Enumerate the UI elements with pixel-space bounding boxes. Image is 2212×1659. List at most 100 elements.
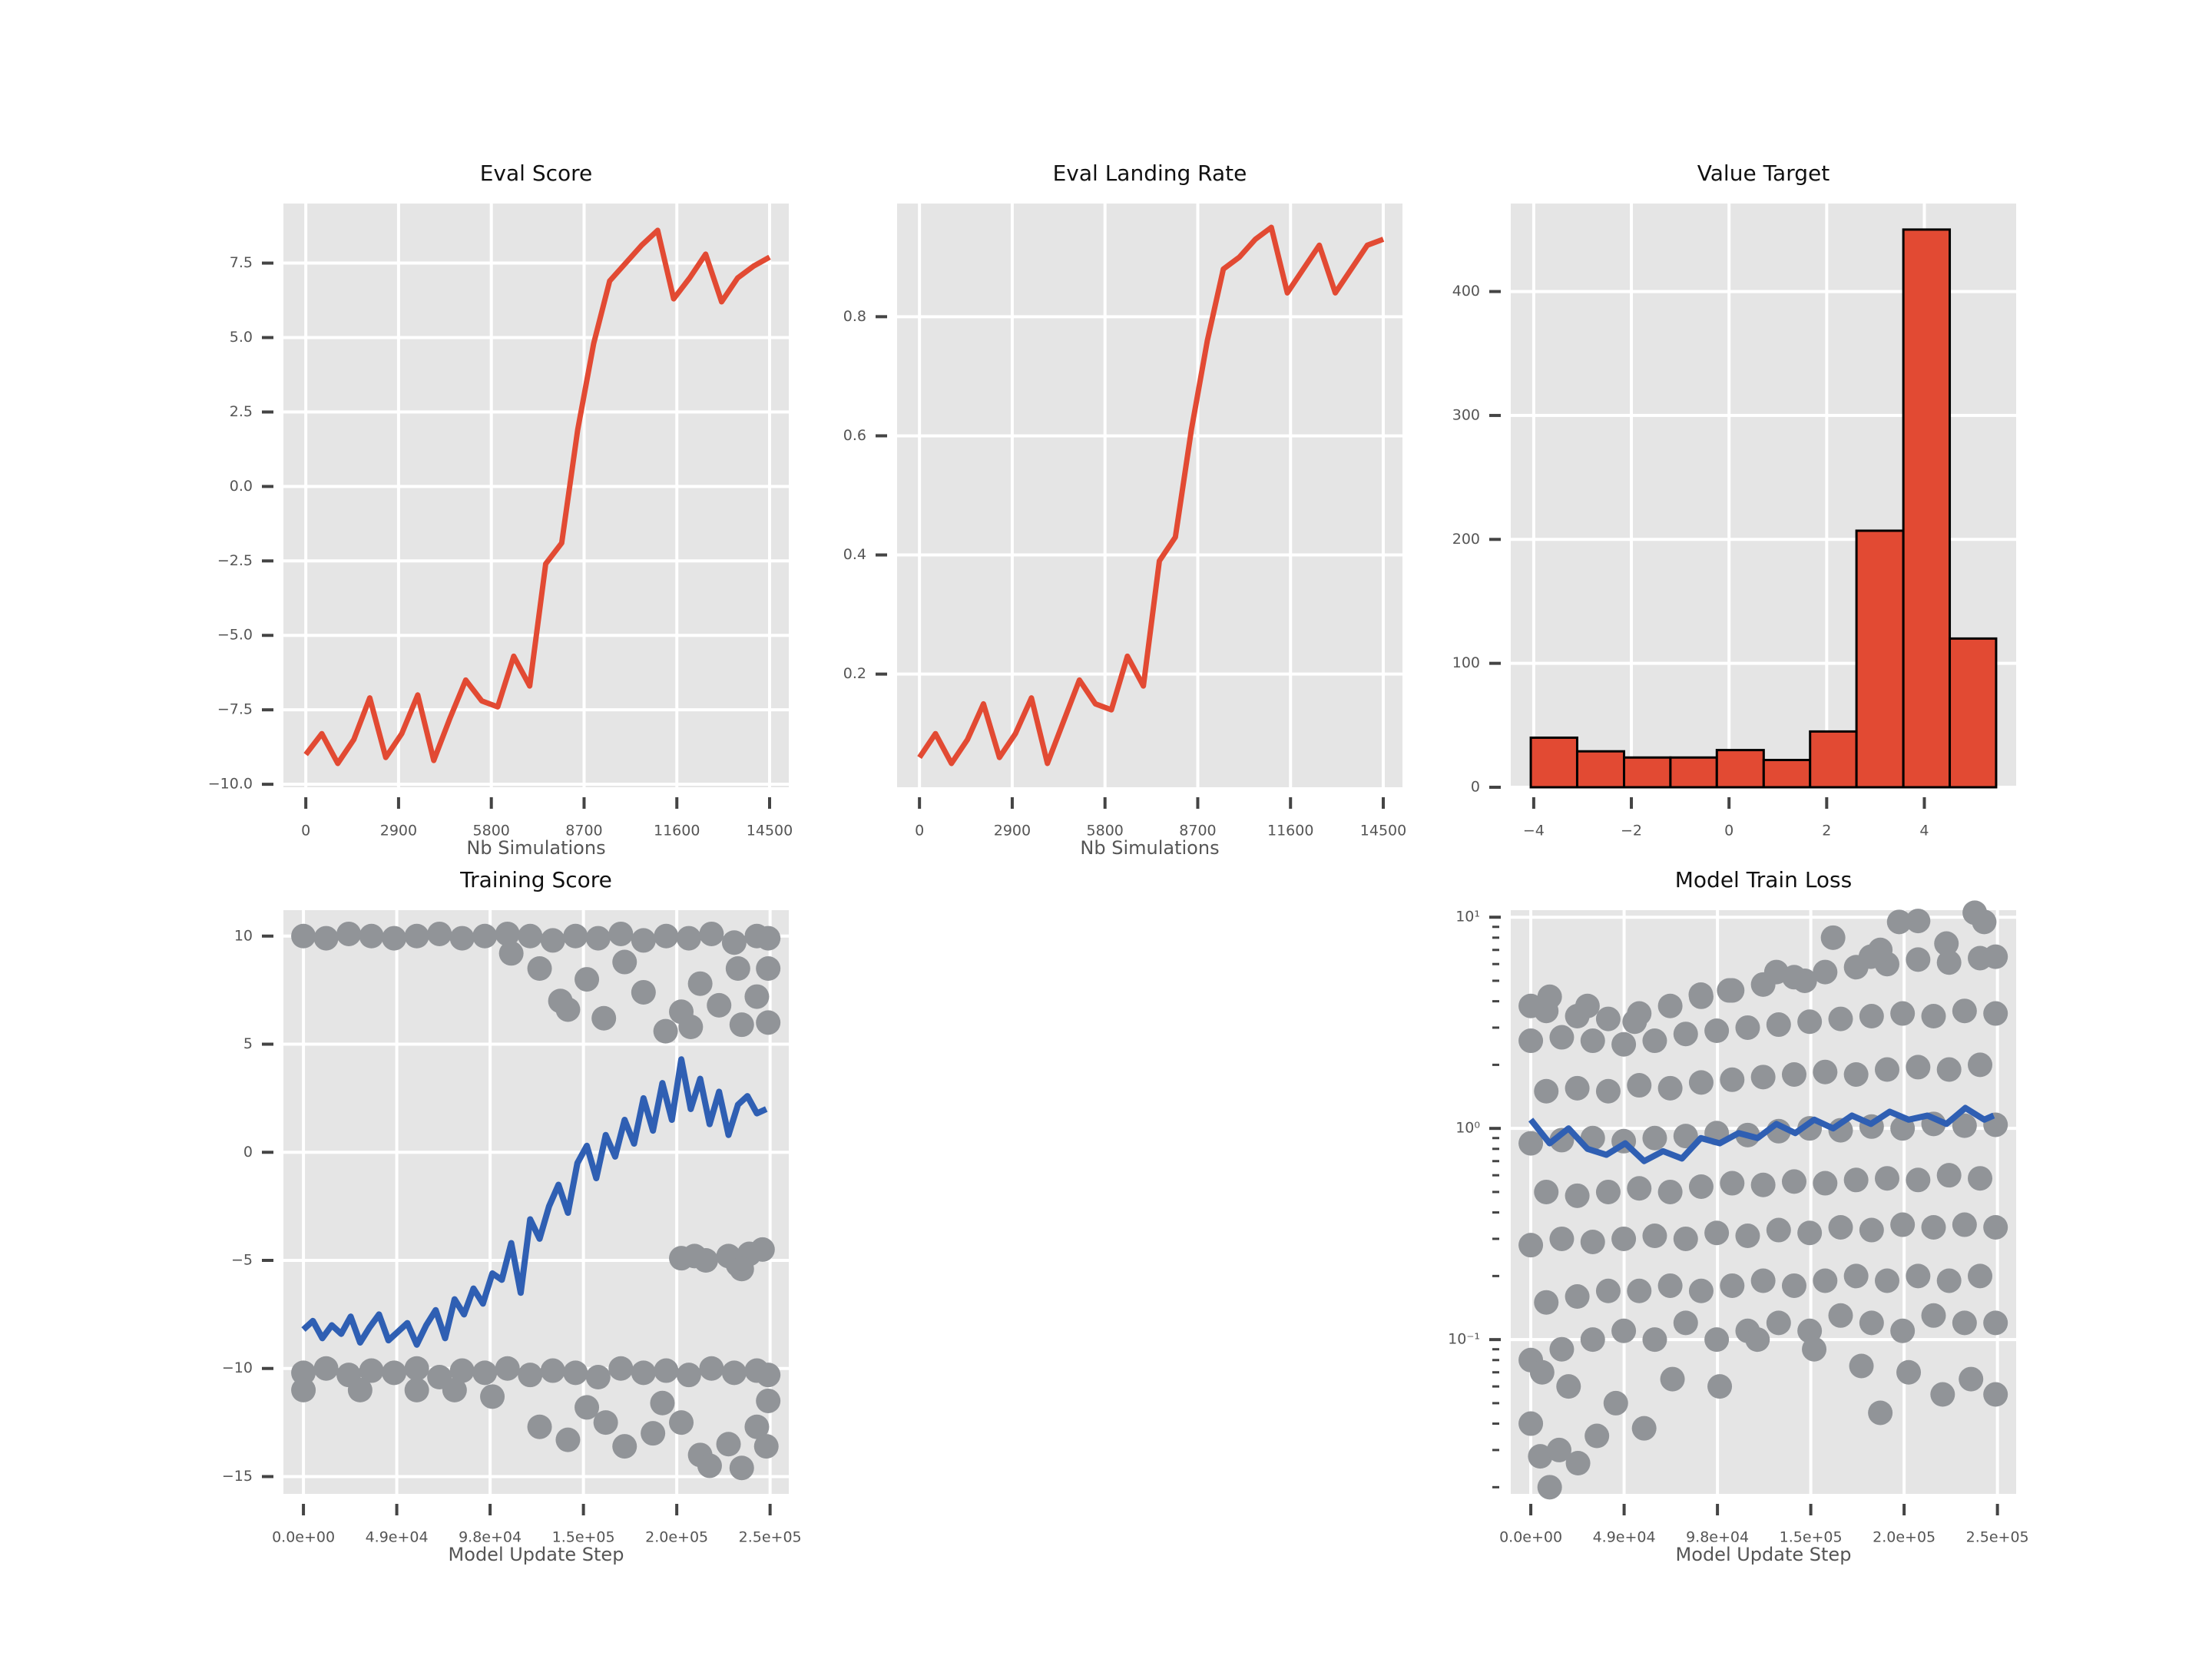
scatter-point	[1673, 1310, 1698, 1336]
x-tick-label: 4	[1919, 823, 1929, 839]
scatter-point	[1952, 1113, 1977, 1138]
scatter-point	[676, 926, 701, 951]
scatter-point	[1936, 950, 1962, 975]
x-tick-label: 0.0e+00	[272, 1529, 335, 1546]
x-tick-label: 2900	[994, 823, 1031, 839]
scatter-point	[1642, 1327, 1667, 1353]
x-tick-label: 0	[301, 823, 310, 839]
y-tick-label: −5.0	[217, 627, 253, 644]
scatter-point	[1565, 1451, 1591, 1476]
hist-bar	[1762, 759, 1812, 789]
y-tick-label: 100	[1452, 654, 1480, 671]
scatter-point	[593, 1410, 618, 1435]
scatter-point	[1820, 925, 1846, 950]
scatter-point	[518, 1363, 543, 1388]
scatter-point	[1750, 1268, 1776, 1293]
scatter-point	[612, 1434, 637, 1459]
scatter-point	[1717, 978, 1742, 1003]
scatter-point	[1549, 1226, 1575, 1251]
scatter-point	[1720, 1171, 1745, 1196]
scatter-point	[498, 941, 524, 966]
hist-bar	[1855, 529, 1905, 789]
scatter-point	[585, 926, 611, 951]
scatter-point	[1528, 1444, 1553, 1469]
scatter-point	[1537, 1475, 1562, 1500]
scatter-point	[313, 1356, 339, 1381]
scatter-point	[641, 1421, 666, 1446]
scatter-point	[653, 1018, 678, 1044]
scatter-point	[1874, 1057, 1899, 1082]
scatter-point	[1874, 1166, 1899, 1191]
scatter-point	[725, 956, 750, 981]
hist-bar	[1622, 756, 1672, 789]
x-axis-label: Nb Simulations	[1080, 837, 1219, 859]
scatter-point	[1797, 1318, 1823, 1343]
scatter-point	[1704, 1220, 1730, 1246]
scatter-point	[472, 923, 498, 949]
scatter-point	[495, 921, 520, 946]
y-tick-label: 10⁻¹	[1448, 1331, 1480, 1348]
scatter-point	[1781, 1273, 1806, 1298]
x-tick-label: 4.9e+04	[1593, 1529, 1656, 1546]
scatter-point	[518, 923, 543, 949]
scatter-point	[591, 1005, 617, 1031]
chart-title: Eval Landing Rate	[1053, 161, 1247, 186]
x-tick-label: 9.8e+04	[459, 1529, 522, 1546]
scatter-point	[1745, 1327, 1770, 1353]
scatter-point	[1952, 1310, 1977, 1336]
scatter-point	[1720, 1273, 1745, 1298]
scatter-point	[313, 926, 339, 951]
scatter-point	[1828, 1214, 1853, 1240]
chart-title: Eval Score	[480, 161, 593, 186]
scatter-point	[676, 1363, 701, 1388]
scatter-point	[563, 923, 588, 949]
scatter-point	[729, 1257, 754, 1282]
scatter-point	[756, 956, 781, 981]
scatter-point	[1720, 1067, 1745, 1092]
scatter-point	[699, 1356, 724, 1381]
x-tick-label: 0.0e+00	[1499, 1529, 1562, 1546]
moving-average-line	[301, 1056, 768, 1348]
moving-average-line	[1528, 1104, 1995, 1164]
data-line	[917, 224, 1385, 767]
scatter-point	[1936, 1268, 1962, 1293]
scatter-point	[1565, 1284, 1590, 1310]
scatter-point	[729, 1012, 754, 1038]
hist-bar	[1529, 736, 1578, 789]
scatter-point	[1580, 1028, 1605, 1054]
scatter-point	[694, 1248, 719, 1273]
x-tick-label: 11600	[1267, 823, 1313, 839]
scatter-point	[1611, 1226, 1637, 1251]
scatter-point	[1828, 1303, 1853, 1328]
y-tick-label: −7.5	[217, 701, 253, 718]
scatter-point	[1549, 1336, 1575, 1362]
scatter-point	[1972, 909, 1997, 935]
scatter-point	[1886, 909, 1912, 935]
scatter-point	[1673, 1226, 1698, 1251]
scatter-point	[608, 1356, 634, 1381]
scatter-point	[1766, 1217, 1791, 1243]
scatter-point	[1766, 1310, 1791, 1336]
scatter-point	[1642, 1224, 1667, 1249]
scatter-point	[1565, 1075, 1590, 1101]
plot-area	[283, 204, 789, 787]
scatter-point	[1813, 959, 1838, 985]
scatter-point	[291, 1360, 316, 1386]
scatter-point	[1704, 1327, 1730, 1353]
x-tick-label: 2	[1822, 823, 1831, 839]
y-tick-label: 10⁰	[1455, 1120, 1480, 1137]
scatter-point	[721, 1360, 747, 1386]
scatter-point	[669, 1410, 694, 1435]
scatter-point	[1906, 1167, 1931, 1193]
scatter-point	[1921, 1214, 1946, 1240]
scatter-point	[555, 1427, 581, 1452]
scatter-point	[1843, 1167, 1869, 1193]
hist-bar	[1949, 637, 1998, 789]
scatter-point	[1763, 959, 1789, 985]
scatter-point	[1611, 1031, 1637, 1057]
x-tick-label: 2900	[380, 823, 417, 839]
scatter-point	[1657, 993, 1683, 1018]
scatter-point	[1688, 982, 1714, 1007]
scatter-point	[744, 984, 770, 1009]
scatter-point	[1792, 968, 1817, 993]
